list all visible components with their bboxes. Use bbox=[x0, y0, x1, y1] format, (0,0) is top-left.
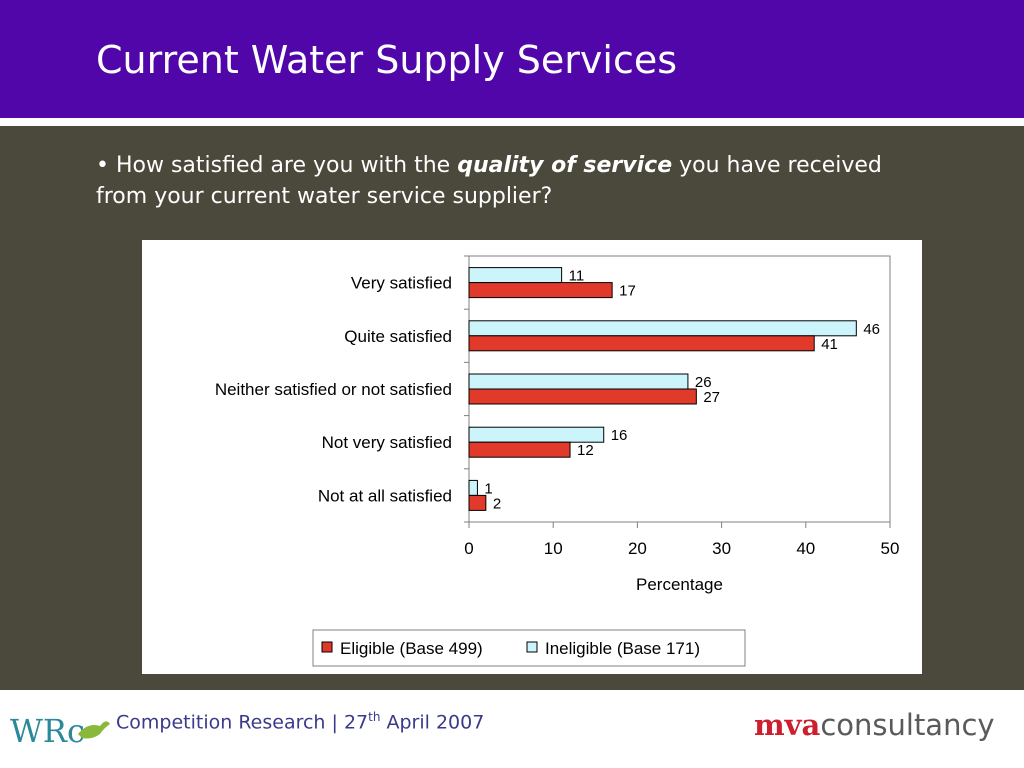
data-label: 17 bbox=[619, 283, 636, 300]
slide-title: Current Water Supply Services bbox=[96, 38, 678, 82]
data-label: 41 bbox=[821, 336, 838, 353]
legend-swatch bbox=[321, 641, 333, 653]
bar bbox=[468, 373, 689, 390]
category-label: Not very satisfied bbox=[322, 433, 452, 452]
chart-container: Very satisfied 11 17 Quite satisfied 46 41 Nei… bbox=[142, 240, 922, 674]
legend-swatch bbox=[526, 641, 538, 653]
footer-date-sup: th bbox=[368, 710, 381, 724]
data-label: 2 bbox=[493, 495, 501, 512]
category-label: Very satisfied bbox=[351, 274, 452, 293]
category-label: Quite satisfied bbox=[344, 327, 452, 346]
bar-chart: Very satisfied 11 17 Quite satisfied 46 41 Nei… bbox=[215, 255, 900, 667]
brand-consultancy: consultancy bbox=[820, 708, 995, 742]
footer: WRc Competition Research | 27th April 20… bbox=[0, 690, 1024, 768]
x-tick-label: 30 bbox=[712, 539, 731, 558]
category-label: Not at all satisfied bbox=[318, 486, 452, 505]
category-label: Neither satisfied or not satisfied bbox=[215, 380, 452, 399]
bar bbox=[468, 479, 478, 496]
data-label: 11 bbox=[569, 268, 585, 285]
data-label: 26 bbox=[695, 374, 712, 391]
x-tick-label: 50 bbox=[881, 539, 900, 558]
footer-date-prefix: Competition Research | 27 bbox=[116, 711, 369, 734]
question-prefix: • How satisfied are you with the bbox=[96, 153, 458, 178]
data-label: 27 bbox=[703, 389, 720, 406]
x-axis-label: Percentage bbox=[636, 575, 723, 594]
bar bbox=[468, 388, 697, 405]
bar bbox=[468, 335, 815, 352]
brand-mva: mva bbox=[754, 708, 821, 742]
data-label: 16 bbox=[611, 427, 628, 444]
x-tick-label: 10 bbox=[544, 539, 563, 558]
legend-label: Ineligible (Base 171) bbox=[545, 639, 700, 658]
wrc-logo-text: WRc bbox=[10, 712, 85, 750]
x-tick-label: 0 bbox=[464, 539, 473, 558]
bar bbox=[468, 494, 487, 511]
survey-question: • How satisfied are you with the quality… bbox=[96, 150, 936, 212]
title-bar: Current Water Supply Services bbox=[0, 0, 1024, 118]
legend-label: Eligible (Base 499) bbox=[340, 639, 483, 658]
bar bbox=[468, 282, 613, 299]
data-label: 46 bbox=[863, 321, 880, 338]
question-suffix: you have received from your current wate… bbox=[96, 153, 882, 209]
data-label: 1 bbox=[484, 480, 492, 497]
x-tick-label: 40 bbox=[796, 539, 815, 558]
data-label: 12 bbox=[577, 442, 594, 459]
leaf-icon bbox=[78, 721, 110, 739]
footer-caption: Competition Research | 27th April 2007 bbox=[116, 710, 484, 733]
wrc-logo: WRc bbox=[10, 712, 110, 750]
mva-logo: mvaconsultancy bbox=[754, 708, 995, 742]
footer-date-suffix: April 2007 bbox=[380, 711, 485, 734]
bar bbox=[468, 441, 571, 458]
bar bbox=[468, 426, 605, 443]
bar bbox=[468, 267, 563, 284]
question-bold: quality of service bbox=[457, 153, 673, 178]
x-tick-label: 20 bbox=[628, 539, 647, 558]
bar bbox=[468, 320, 857, 337]
